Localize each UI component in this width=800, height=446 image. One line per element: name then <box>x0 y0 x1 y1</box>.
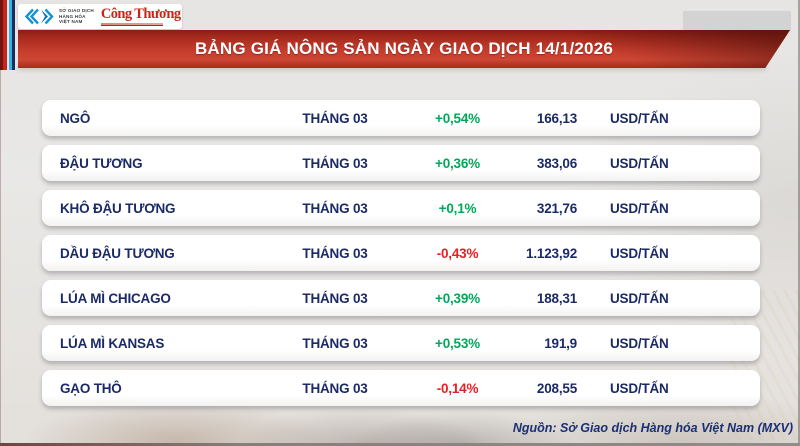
stripe-maroon <box>0 0 3 70</box>
right-edge-line <box>798 0 800 446</box>
commodity-name-cell: GẠO THÔ <box>60 380 122 396</box>
left-edge-line <box>0 0 1 446</box>
price-cell: 188,31 <box>536 290 577 306</box>
stripe-red <box>3 0 7 70</box>
mxv-org-line3: VIỆT NAM <box>59 19 83 25</box>
contract-month-cell: THÁNG 03 <box>302 155 368 171</box>
unit-cell: USD/TẤN <box>610 200 669 216</box>
change-percent-cell: +0,53% <box>435 335 480 351</box>
commodity-name-cell: LÚA MÌ CHICAGO <box>60 290 171 306</box>
change-percent-cell: +0,1% <box>438 200 477 216</box>
table-row: LÚA MÌ CHICAGO THÁNG 03 +0,39% 188,31 US… <box>42 280 760 316</box>
change-percent-cell: -0,43% <box>436 245 479 261</box>
stripe-navy <box>12 0 15 70</box>
congthuong-logo-text: Công Thương <box>100 6 181 23</box>
unit-cell: USD/TẤN <box>610 245 669 261</box>
table-row: ĐẬU TƯƠNG THÁNG 03 +0,36% 383,06 USD/TẤN <box>42 145 760 181</box>
commodity-name-cell: NGÔ <box>60 110 91 126</box>
price-cell: 208,55 <box>536 380 577 396</box>
mxv-logo-icon <box>24 8 54 25</box>
bottom-accent-bar <box>0 443 800 446</box>
change-percent-cell: +0,39% <box>435 290 480 306</box>
price-table: NGÔ THÁNG 03 +0,54% 166,13 USD/TẤN ĐẬU T… <box>42 100 760 406</box>
mxv-org-line2: HÀNG HÓA <box>59 13 86 19</box>
title-banner: BẢNG GIÁ NÔNG SẢN NGÀY GIAO DỊCH 14/1/20… <box>18 30 790 68</box>
table-row: GẠO THÔ THÁNG 03 -0,14% 208,55 USD/TẤN <box>42 370 760 406</box>
table-row: KHÔ ĐẬU TƯƠNG THÁNG 03 +0,1% 321,76 USD/… <box>42 190 760 226</box>
contract-month-cell: THÁNG 03 <box>302 380 368 396</box>
commodity-name-cell: DẦU ĐẬU TƯƠNG <box>60 245 175 261</box>
price-cell: 383,06 <box>536 155 577 171</box>
page-title: BẢNG GIÁ NÔNG SẢN NGÀY GIAO DỊCH 14/1/20… <box>194 39 614 58</box>
unit-cell: USD/TẤN <box>610 290 669 306</box>
mxv-org-name: SỞ GIAO DỊCH HÀNG HÓA VIỆT NAM <box>59 8 94 25</box>
unit-cell: USD/TẤN <box>610 335 669 351</box>
price-cell: 1.123,92 <box>526 245 577 261</box>
price-cell: 166,13 <box>536 110 577 126</box>
commodity-name-cell: KHÔ ĐẬU TƯƠNG <box>60 200 176 216</box>
table-row: DẦU ĐẬU TƯƠNG THÁNG 03 -0,43% 1.123,92 U… <box>42 235 760 271</box>
contract-month-cell: THÁNG 03 <box>302 200 368 216</box>
price-cell: 191,9 <box>544 335 577 351</box>
change-percent-cell: +0,36% <box>435 155 480 171</box>
stripe-cyan <box>9 0 12 70</box>
corner-stripes <box>0 0 15 70</box>
congthuong-tagline-line <box>100 22 163 26</box>
commodity-name-cell: LÚA MÌ KANSAS <box>60 335 165 351</box>
unit-cell: USD/TẤN <box>610 380 669 396</box>
banner-shadow <box>18 66 766 70</box>
contract-month-cell: THÁNG 03 <box>302 290 368 306</box>
contract-month-cell: THÁNG 03 <box>302 245 368 261</box>
source-attribution: Nguồn: Sở Giao dịch Hàng hóa Việt Nam (M… <box>512 421 793 435</box>
table-row: NGÔ THÁNG 03 +0,54% 166,13 USD/TẤN <box>42 100 760 136</box>
price-cell: 321,76 <box>536 200 577 216</box>
background-photo-patch <box>683 11 791 31</box>
contract-month-cell: THÁNG 03 <box>302 335 368 351</box>
logo-plate: SỞ GIAO DỊCH HÀNG HÓA VIỆT NAM Công Thươ… <box>18 4 182 29</box>
commodity-name-cell: ĐẬU TƯƠNG <box>60 155 143 171</box>
contract-month-cell: THÁNG 03 <box>302 110 368 126</box>
table-row: LÚA MÌ KANSAS THÁNG 03 +0,53% 191,9 USD/… <box>42 325 760 361</box>
unit-cell: USD/TẤN <box>610 155 669 171</box>
unit-cell: USD/TẤN <box>610 110 669 126</box>
congthuong-logo: Công Thương <box>100 6 181 26</box>
change-percent-cell: -0,14% <box>436 380 479 396</box>
change-percent-cell: +0,54% <box>435 110 480 126</box>
mxv-org-line1: SỞ GIAO DỊCH <box>59 7 94 13</box>
